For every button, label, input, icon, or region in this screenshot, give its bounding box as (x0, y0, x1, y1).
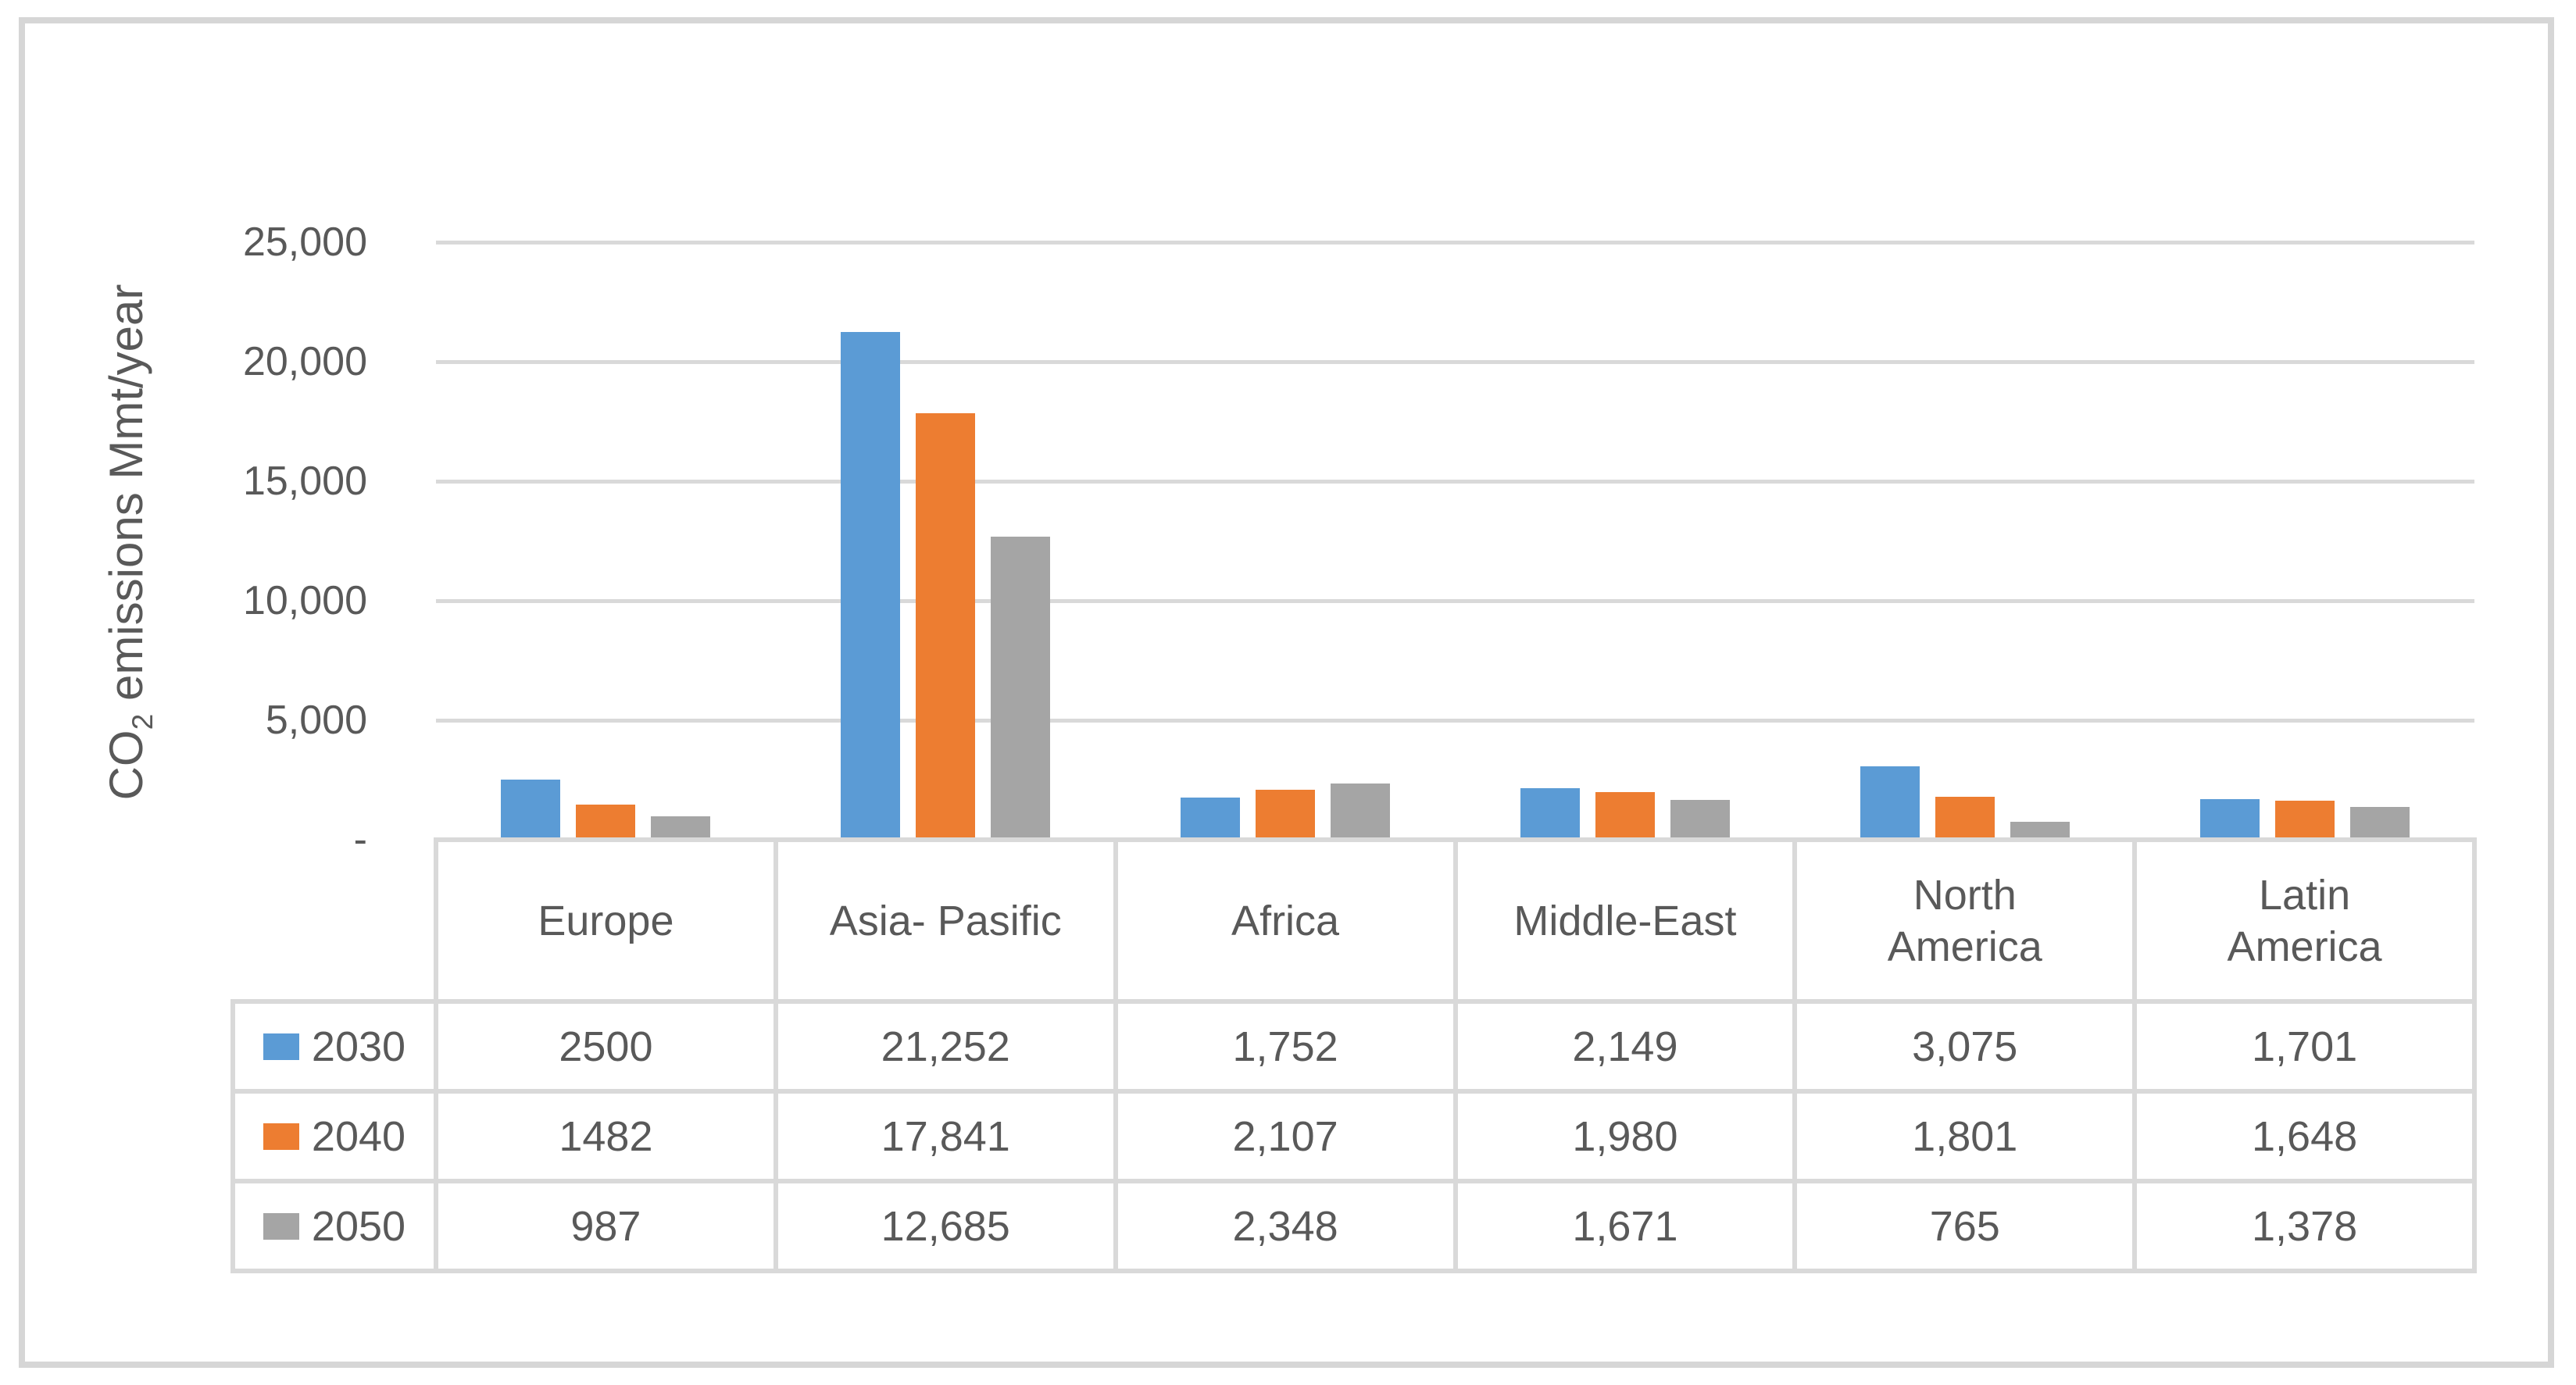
bar-2050-middle-east (1670, 800, 1730, 840)
bar-2030-europe (501, 780, 561, 840)
bar-2040-africa (1256, 790, 1316, 840)
legend-label-2050: 2050 (311, 1202, 406, 1250)
bar-2030-north-america (1860, 766, 1920, 840)
y-axis-tick-label: - (353, 817, 367, 862)
table-header-asia-pasific: Asia- Pasific (778, 842, 1113, 999)
table-border-column (1792, 837, 1798, 1273)
legend-swatch-2050 (263, 1212, 299, 1240)
table-value-2030-latin-america: 1,701 (2252, 1023, 2358, 1070)
table-border-column (773, 837, 778, 1273)
table-value-2050-asia-pasific: 12,685 (881, 1202, 1010, 1250)
table-value-2030-asia-pasific: 21,252 (881, 1023, 1010, 1070)
table-border-column (1452, 837, 1458, 1273)
table-header-line: America (1887, 923, 2042, 970)
gridline (436, 719, 2474, 723)
table-header-line: Africa (1231, 897, 1340, 944)
table-header-africa: Africa (1118, 842, 1453, 999)
legend-swatch-2040 (263, 1123, 299, 1150)
table-value-2050-north-america: 765 (1929, 1202, 2000, 1250)
table-border-column (434, 837, 438, 1273)
y-axis-tick-label: 15,000 (242, 459, 367, 504)
table-header-line: Europe (538, 897, 674, 944)
legend-label-2030: 2030 (311, 1023, 406, 1070)
table-value-2050-africa: 2,348 (1232, 1202, 1338, 1250)
table-value-2040-europe: 1482 (559, 1112, 653, 1160)
y-axis-tick-label: 20,000 (242, 339, 367, 384)
table-value-2030-europe: 2500 (559, 1023, 653, 1070)
bar-2030-africa (1181, 798, 1241, 840)
legend-label-2040: 2040 (311, 1112, 406, 1160)
table-value-2040-middle-east: 1,980 (1572, 1112, 1678, 1160)
y-axis-tick-label: 10,000 (242, 578, 367, 623)
table-value-2030-north-america: 3,075 (1912, 1023, 2018, 1070)
table-border-column (2132, 837, 2138, 1273)
table-border-row (230, 999, 2477, 1004)
table-value-2040-north-america: 1,801 (1912, 1112, 2018, 1160)
bar-2040-latin-america (2274, 801, 2335, 840)
table-value-2040-latin-america: 1,648 (2252, 1112, 2358, 1160)
bar-2050-africa (1331, 784, 1391, 840)
bar-2040-europe (576, 805, 636, 840)
table-border-legend-left (230, 999, 235, 1273)
bar-2050-latin-america (2349, 807, 2410, 840)
table-header-line: America (2227, 923, 2382, 970)
table-value-2050-middle-east: 1,671 (1572, 1202, 1678, 1250)
legend-swatch-2030 (263, 1033, 299, 1060)
legend-cell-2050: 2050 (235, 1183, 434, 1269)
table-header-line: North (1913, 871, 2017, 919)
bar-2050-europe (651, 816, 711, 840)
gridline (436, 599, 2474, 603)
table-value-2040-asia-pasific: 17,841 (881, 1112, 1010, 1160)
y-axis-tick-label: 25,000 (242, 220, 367, 265)
table-header-middle-east: Middle-East (1458, 842, 1793, 999)
table-border-row (230, 1089, 2477, 1094)
gridline (436, 480, 2474, 484)
table-value-2050-europe: 987 (570, 1202, 641, 1250)
legend-cell-2040: 2040 (235, 1094, 434, 1179)
bar-2030-asia-pasific (841, 332, 901, 840)
gridline (436, 360, 2474, 364)
bar-2050-north-america (2010, 822, 2070, 840)
table-header-latin-america: Latin America (2137, 842, 2472, 999)
table-header-line: Latin (2259, 871, 2351, 919)
table-header-line: Asia- Pasific (829, 897, 1062, 944)
table-value-2050-latin-america: 1,378 (2252, 1202, 2358, 1250)
bar-2040-asia-pasific (916, 413, 976, 840)
table-border-column (2472, 837, 2477, 1273)
y-axis-tick-label: 5,000 (265, 698, 367, 743)
bar-2030-middle-east (1520, 788, 1580, 840)
chart-outer-border (19, 17, 2554, 1368)
gridline (436, 241, 2474, 245)
y-axis-title: CO2 emissions Mmt/year (95, 73, 159, 1011)
bar-2050-asia-pasific (991, 537, 1051, 840)
table-header-line: Middle-East (1513, 897, 1737, 944)
table-border-row (230, 1179, 2477, 1183)
bar-2030-latin-america (2199, 799, 2260, 840)
bar-2040-middle-east (1595, 792, 1655, 840)
table-header-north-america: North America (1797, 842, 2132, 999)
table-border-column (1113, 837, 1118, 1273)
table-value-2040-africa: 2,107 (1232, 1112, 1338, 1160)
bar-2040-north-america (1935, 797, 1995, 840)
table-value-2030-middle-east: 2,149 (1572, 1023, 1678, 1070)
table-header-europe: Europe (438, 842, 774, 999)
table-border-row (230, 1269, 2477, 1273)
table-value-2030-africa: 1,752 (1232, 1023, 1338, 1070)
legend-cell-2030: 2030 (235, 1004, 434, 1089)
